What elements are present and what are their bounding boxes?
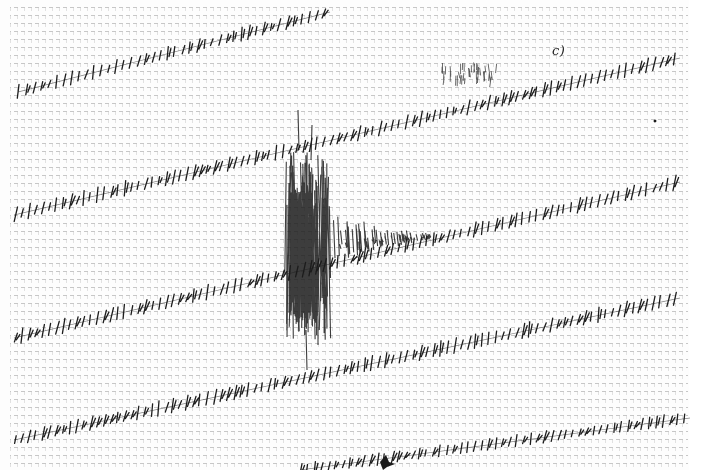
paper-border-right: [689, 0, 701, 470]
ink-blot: [380, 455, 395, 470]
trace-ticks: [13, 52, 676, 223]
seismic-trace: [13, 52, 681, 223]
trace-ticks: [13, 291, 677, 445]
seismic-trace: [13, 291, 681, 445]
trace-baseline: [299, 417, 691, 470]
panel-label: c): [552, 44, 566, 59]
noise-burst: [441, 62, 498, 88]
seismic-trace: [16, 8, 331, 99]
trace-ticks: [16, 8, 329, 99]
ink-blot-group: [380, 62, 657, 470]
event-burst: [284, 109, 432, 371]
event-strokes: [284, 109, 432, 371]
ink-speck: [653, 119, 657, 123]
trace-group: [13, 8, 691, 470]
trace-baseline: [13, 181, 681, 339]
